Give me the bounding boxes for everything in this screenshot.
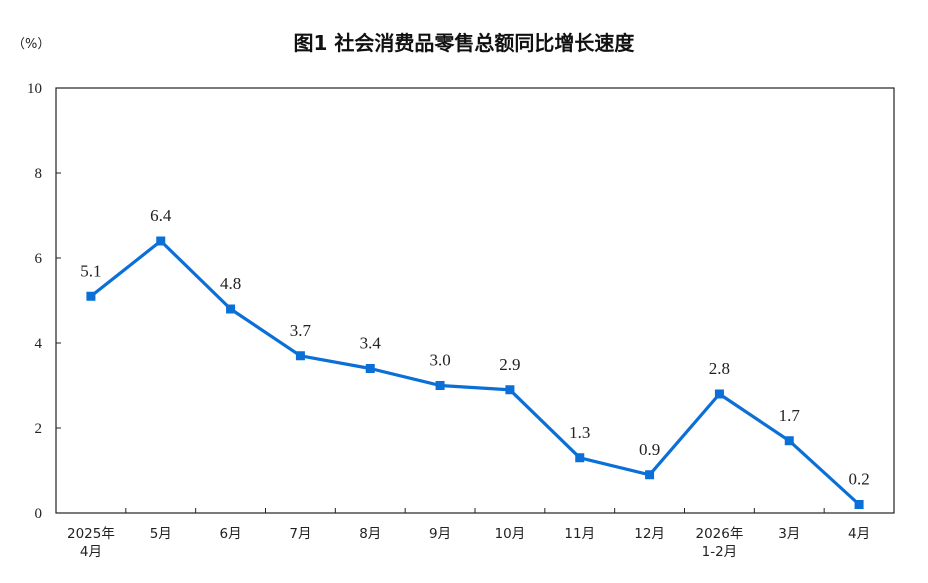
data-point-marker: [435, 381, 445, 390]
data-label: 1.3: [569, 423, 590, 442]
x-tick-label: 9月: [429, 526, 451, 542]
data-label: 2.8: [709, 359, 730, 378]
data-label: 4.8: [220, 274, 241, 293]
data-label: 3.4: [360, 334, 382, 353]
data-point-marker: [226, 304, 236, 314]
y-axis-unit: （%）: [12, 37, 50, 52]
data-point-marker: [575, 453, 585, 463]
data-label: 3.7: [290, 321, 312, 340]
plot-frame: [55, 87, 895, 514]
data-label: 1.7: [779, 406, 801, 425]
data-label: 6.4: [150, 206, 172, 225]
y-tick-label: 4: [35, 336, 43, 352]
data-label: 5.1: [80, 261, 101, 280]
x-tick-label: 10月: [495, 526, 526, 542]
data-point-marker: [505, 385, 515, 395]
series-line: [89, 239, 861, 506]
x-tick-label: 6月: [220, 526, 242, 542]
y-tick-label: 10: [27, 81, 42, 97]
data-point-marker: [714, 389, 724, 399]
series-line-group: [86, 236, 864, 509]
x-tick-label: 2026年: [695, 526, 743, 542]
x-axis: 2025年 4月 5月 6月 7月 8月 9月 10月 11月 12月 2026年 1-2月 3月 4月: [67, 508, 870, 560]
y-tick-label: 0: [35, 506, 43, 522]
data-label: 3.0: [429, 351, 450, 370]
data-point-marker: [365, 364, 375, 373]
data-label: 0.2: [848, 470, 869, 489]
data-point-marker: [645, 470, 655, 480]
data-label: 2.9: [499, 355, 520, 374]
data-point-marker: [156, 236, 166, 246]
y-tick-label: 2: [35, 421, 43, 437]
data-point-marker: [784, 436, 794, 446]
data-point-marker: [86, 291, 96, 301]
chart-title: 图1 社会消费品零售总额同比增长速度: [294, 31, 636, 55]
x-tick-label: 11月: [564, 526, 595, 542]
x-tick-label: 4月: [848, 526, 870, 542]
x-tick-label: 7月: [289, 526, 311, 542]
x-tick-label: 8月: [359, 526, 381, 542]
data-label: 0.9: [639, 440, 660, 459]
x-tick-label: 2025年: [67, 526, 115, 542]
x-tick-label: 1-2月: [702, 544, 738, 560]
x-tick-label: 12月: [634, 526, 665, 542]
data-point-marker: [295, 351, 305, 361]
data-point-marker: [854, 500, 864, 509]
data-labels-group: 5.1 6.4 4.8 3.7 3.4 3.0 2.9 1.3 0.9 2.8 1.7 0.2: [80, 206, 869, 489]
x-tick-label: 4月: [80, 544, 102, 560]
y-axis: 0 2 4 6 8 10: [27, 81, 61, 522]
x-tick-label: 3月: [778, 526, 800, 542]
x-tick-label: 5月: [150, 526, 172, 542]
y-tick-label: 8: [35, 166, 43, 182]
y-tick-label: 6: [35, 251, 43, 267]
